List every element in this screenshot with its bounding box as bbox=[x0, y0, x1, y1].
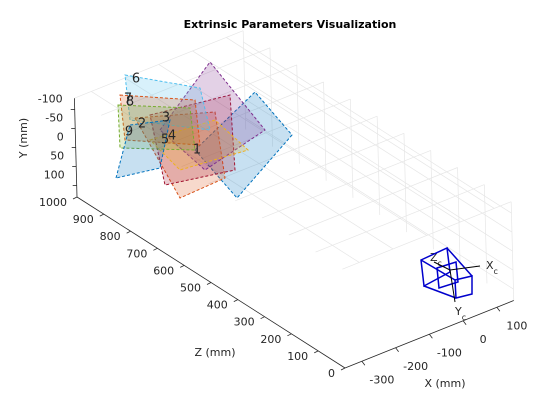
plane-label: 5 bbox=[161, 133, 169, 148]
calibration-plane bbox=[117, 104, 196, 151]
x-tick-label: 100 bbox=[506, 319, 527, 332]
tick-mark bbox=[233, 299, 238, 302]
camera-edge bbox=[446, 247, 473, 277]
calibration-plane bbox=[159, 61, 266, 171]
tick-mark bbox=[340, 367, 346, 371]
grid-line bbox=[342, 201, 512, 270]
y-tick-label: 50 bbox=[50, 150, 64, 163]
z-tick-label: 400 bbox=[207, 299, 228, 312]
tick-mark bbox=[314, 350, 319, 354]
plane-label: 7 bbox=[124, 92, 132, 107]
camera-axis-sub: c bbox=[494, 267, 498, 276]
tick-mark bbox=[126, 230, 131, 234]
tick-mark bbox=[395, 347, 399, 352]
y-tick-label: -100 bbox=[38, 93, 63, 106]
x-tick-label: -200 bbox=[403, 360, 428, 373]
tick-mark bbox=[180, 265, 185, 268]
tick-mark bbox=[99, 213, 104, 217]
camera-axis-name: Y bbox=[454, 305, 462, 318]
tick-mark bbox=[496, 307, 501, 312]
camera-edge bbox=[420, 259, 456, 281]
tick-mark bbox=[260, 316, 265, 320]
camera bbox=[420, 246, 481, 303]
camera-axis bbox=[449, 265, 481, 271]
x-tick-label: -100 bbox=[437, 346, 462, 359]
z-axis-label: Z (mm) bbox=[194, 346, 235, 359]
tick-mark bbox=[429, 334, 433, 339]
chart-title: Extrinsic Parameters Visualization bbox=[184, 18, 397, 31]
camera-frame bbox=[436, 261, 459, 289]
camera-edge bbox=[423, 285, 457, 299]
plane-label: 9 bbox=[125, 125, 133, 140]
camera-axis-name: Z bbox=[430, 251, 438, 264]
z-tick-label: 800 bbox=[100, 230, 121, 243]
z-tick-label: 100 bbox=[287, 350, 308, 363]
grid-line bbox=[226, 37, 495, 209]
tick-mark bbox=[361, 361, 366, 366]
camera-axis bbox=[433, 261, 451, 271]
camera-frame bbox=[420, 246, 451, 288]
tick-mark bbox=[462, 320, 467, 325]
z-tick-label: 700 bbox=[126, 247, 147, 260]
plane-label: 3 bbox=[162, 111, 170, 126]
camera-axis bbox=[449, 269, 456, 303]
plane-label: 6 bbox=[132, 72, 140, 87]
y-axis-label: Y (mm) bbox=[17, 118, 30, 159]
x-axis-label: X (mm) bbox=[424, 377, 465, 390]
tick-mark bbox=[287, 333, 292, 337]
calibration-plane bbox=[115, 119, 171, 179]
x-tick-label: 0 bbox=[480, 333, 487, 346]
x-tick-label: -300 bbox=[369, 373, 394, 386]
z-tick-label: 300 bbox=[234, 316, 255, 329]
z-tick-label: 200 bbox=[260, 333, 281, 346]
y-tick-label: 0 bbox=[57, 131, 64, 144]
z-tick-label: 900 bbox=[73, 213, 94, 226]
camera-axis-name: X bbox=[486, 259, 494, 272]
camera-axis-label: Zc bbox=[430, 251, 442, 268]
plane-label: 8 bbox=[126, 95, 134, 110]
tick-mark bbox=[72, 196, 78, 200]
tick-mark bbox=[206, 282, 212, 285]
camera-frame bbox=[454, 275, 473, 299]
camera-axis-sub: c bbox=[462, 313, 466, 322]
z-tick-label: 600 bbox=[153, 264, 174, 277]
grid-line bbox=[124, 77, 394, 250]
camera-axis-label: Xc bbox=[486, 259, 498, 276]
plane-label: 1 bbox=[193, 143, 201, 158]
plane-label: 2 bbox=[138, 117, 146, 132]
camera-axis-label: Yc bbox=[454, 305, 466, 322]
grid-line bbox=[244, 98, 514, 271]
y-tick-label: -50 bbox=[45, 112, 63, 125]
grid-line bbox=[192, 50, 461, 223]
grid-line bbox=[243, 60, 513, 233]
tick-mark bbox=[153, 247, 158, 251]
calibration-plane bbox=[194, 91, 293, 199]
grid-line bbox=[243, 41, 512, 214]
plane-label: 4 bbox=[168, 129, 176, 144]
z-tick-label: 0 bbox=[328, 367, 335, 380]
camera-axis-sub: c bbox=[438, 259, 442, 268]
z-tick-label: 1000 bbox=[39, 196, 67, 209]
calibration-plane bbox=[149, 94, 236, 186]
grid-line bbox=[158, 64, 427, 236]
z-tick-label: 500 bbox=[180, 282, 201, 295]
grid-line bbox=[245, 117, 514, 290]
grid-line bbox=[244, 79, 513, 252]
y-tick-label: 100 bbox=[44, 169, 65, 182]
